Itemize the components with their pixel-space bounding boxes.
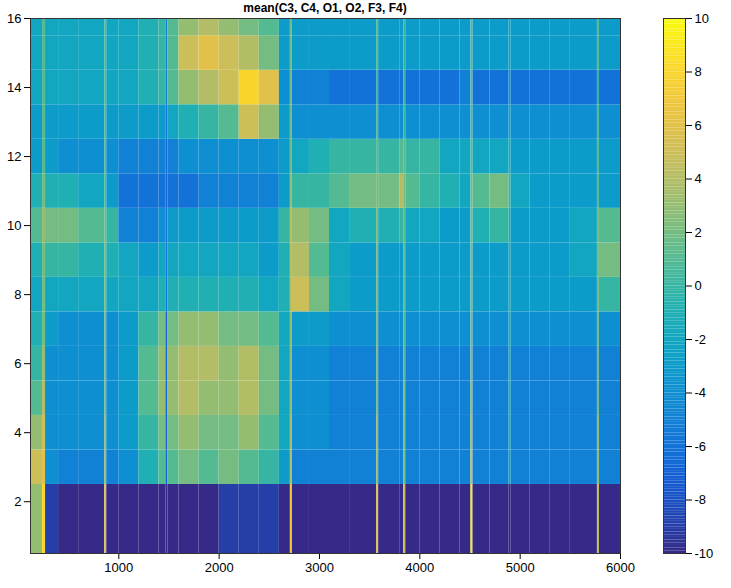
svg-text:2: 2 bbox=[14, 494, 21, 509]
svg-text:6: 6 bbox=[695, 118, 702, 133]
svg-text:4: 4 bbox=[14, 425, 21, 440]
svg-text:12: 12 bbox=[7, 149, 21, 164]
svg-text:2000: 2000 bbox=[205, 560, 234, 575]
svg-text:3000: 3000 bbox=[305, 560, 334, 575]
svg-text:5000: 5000 bbox=[506, 560, 535, 575]
svg-text:-6: -6 bbox=[695, 439, 707, 454]
svg-text:6: 6 bbox=[14, 356, 21, 371]
svg-text:4000: 4000 bbox=[405, 560, 434, 575]
svg-text:8: 8 bbox=[14, 287, 21, 302]
svg-text:10: 10 bbox=[695, 11, 709, 26]
svg-text:-10: -10 bbox=[695, 546, 714, 561]
svg-text:2: 2 bbox=[695, 225, 702, 240]
svg-text:-2: -2 bbox=[695, 332, 707, 347]
svg-text:16: 16 bbox=[7, 11, 21, 26]
svg-text:1000: 1000 bbox=[104, 560, 133, 575]
svg-text:-8: -8 bbox=[695, 492, 707, 507]
svg-text:8: 8 bbox=[695, 64, 702, 79]
svg-text:4: 4 bbox=[695, 171, 702, 186]
svg-text:10: 10 bbox=[7, 218, 21, 233]
html-text:mean(C3, C4, O1, O2, F3, F4): mean(C3, C4, O1, O2, F3, F4) bbox=[243, 1, 407, 15]
svg-text:14: 14 bbox=[7, 80, 21, 95]
svg-text:0: 0 bbox=[695, 278, 702, 293]
svg-text:6000: 6000 bbox=[606, 560, 635, 575]
svg-text:-4: -4 bbox=[695, 385, 707, 400]
